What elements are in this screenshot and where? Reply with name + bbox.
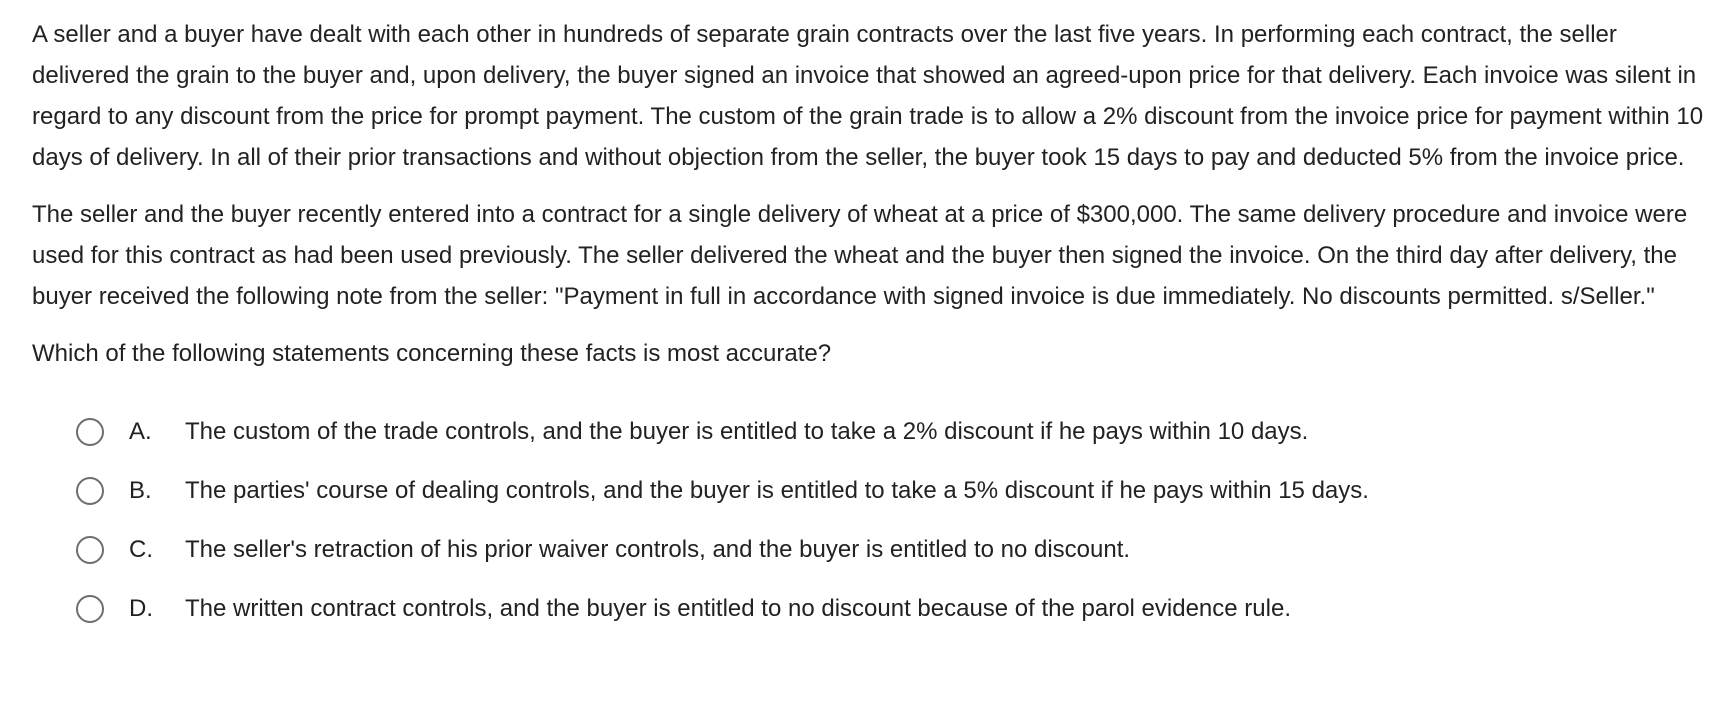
option-text: The seller's retraction of his prior wai…: [185, 535, 1131, 563]
answer-option-d[interactable]: D. The written contract controls, and th…: [76, 579, 1709, 638]
option-letter: B.: [129, 476, 152, 504]
radio-button-d[interactable]: [76, 594, 104, 623]
radio-button-c[interactable]: [76, 535, 104, 564]
option-text: The written contract controls, and the b…: [185, 594, 1291, 622]
option-text: The parties' course of dealing controls,…: [185, 476, 1369, 504]
question-stem-paragraph-2: The seller and the buyer recently entere…: [32, 201, 1688, 310]
option-letter: A.: [129, 417, 152, 445]
option-text: The custom of the trade controls, and th…: [185, 417, 1309, 445]
question-prompt: Which of the following statements concer…: [32, 340, 832, 367]
answer-options: A. The custom of the trade controls, and…: [32, 402, 1709, 638]
radio-button-b[interactable]: [76, 476, 104, 505]
answer-option-b[interactable]: B. The parties' course of dealing contro…: [76, 461, 1709, 520]
option-letter: D.: [129, 594, 153, 622]
radio-button-a[interactable]: [76, 417, 104, 446]
answer-option-a[interactable]: A. The custom of the trade controls, and…: [76, 402, 1709, 461]
option-letter: C.: [129, 535, 153, 563]
answer-option-c[interactable]: C. The seller's retraction of his prior …: [76, 520, 1709, 579]
question-stem-paragraph-1: A seller and a buyer have dealt with eac…: [32, 21, 1704, 171]
